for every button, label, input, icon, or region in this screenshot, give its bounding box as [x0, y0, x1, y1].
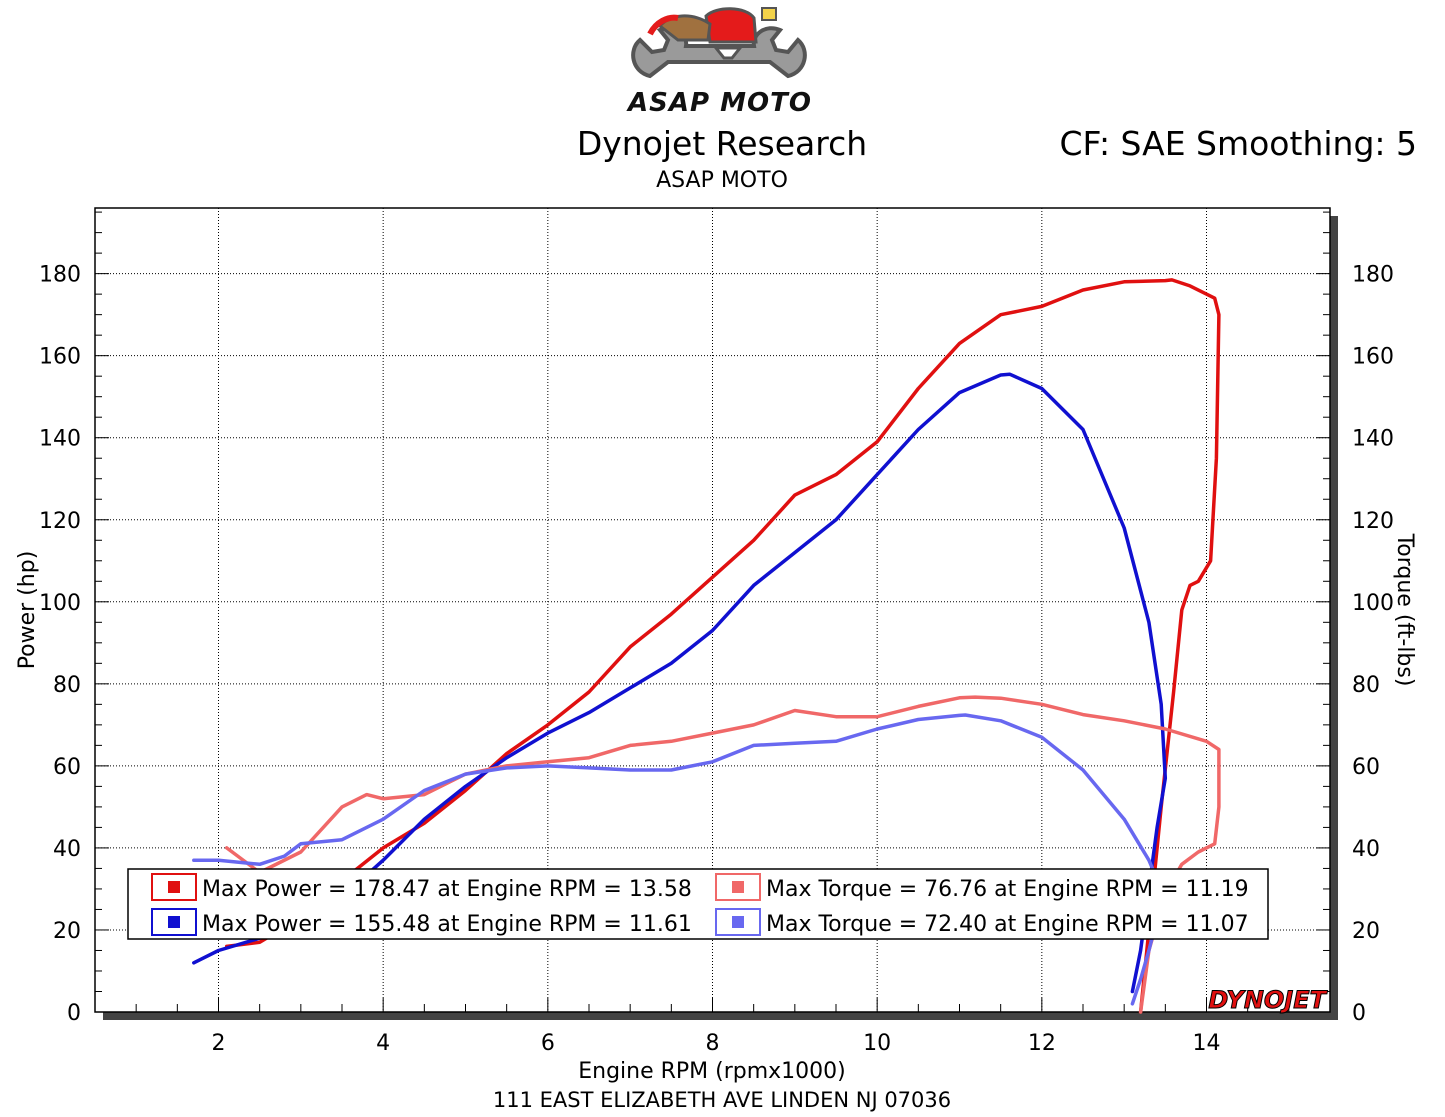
y-tick-label: 0 — [67, 1001, 81, 1026]
footer-address: 111 EAST ELIZABETH AVE LINDEN NJ 07036 — [492, 1088, 952, 1112]
y-axis-label: Power (hp) — [15, 551, 40, 670]
y-tick-label: 120 — [39, 509, 81, 534]
power-run-2-line — [192, 372, 1168, 994]
x-axis-label: Engine RPM (rpmx1000) — [578, 1059, 846, 1084]
y2-tick-label: 160 — [1352, 345, 1394, 370]
legend: Max Power = 178.47 at Engine RPM = 13.58… — [127, 868, 1269, 940]
y-tick-label: 140 — [39, 427, 81, 452]
x-tick-label: 12 — [1028, 1031, 1056, 1056]
legend-box — [127, 868, 1269, 940]
legend-swatch — [732, 916, 744, 928]
y-tick-label: 80 — [53, 673, 81, 698]
y-tick-label: 60 — [53, 755, 81, 780]
y-tick-label: 100 — [39, 591, 81, 616]
legend-label: Max Torque = 76.76 at Engine RPM = 11.19 — [766, 877, 1249, 902]
y2-tick-label: 80 — [1352, 673, 1380, 698]
y2-axis-label: Torque (ft-lbs) — [1392, 533, 1417, 687]
y2-tick-label: 140 — [1352, 427, 1394, 452]
series-layer — [192, 278, 1221, 1014]
legend-label: Max Torque = 72.40 at Engine RPM = 11.07 — [766, 912, 1249, 937]
correction-factor-info: CF: SAE Smoothing: 5 — [1059, 124, 1417, 163]
legend-label: Max Power = 155.48 at Engine RPM = 11.61 — [202, 912, 692, 937]
legend-label: Max Power = 178.47 at Engine RPM = 13.58 — [202, 877, 692, 902]
dynojet-brand: DYNOJET — [1208, 986, 1328, 1015]
torque-run-1-line — [224, 695, 1221, 1014]
y-tick-label: 180 — [39, 263, 81, 288]
power-run-1-line — [224, 278, 1221, 1014]
y2-tick-label: 120 — [1352, 509, 1394, 534]
x-tick-label: 10 — [863, 1031, 891, 1056]
y-tick-label: 160 — [39, 345, 81, 370]
x-tick-label: 2 — [212, 1031, 226, 1056]
legend-swatch — [168, 916, 180, 928]
y2-tick-label: 0 — [1352, 1001, 1366, 1026]
y-tick-label: 40 — [53, 837, 81, 862]
y2-tick-label: 40 — [1352, 837, 1380, 862]
y2-tick-label: 20 — [1352, 919, 1380, 944]
logo: ASAP MOTO — [620, 0, 820, 118]
axes: 2 4 6 8 10 12 14020406080100120140160180020406… — [39, 211, 1394, 1056]
legend-swatch — [732, 881, 744, 893]
legend-swatch — [168, 881, 180, 893]
y2-tick-label: 60 — [1352, 755, 1380, 780]
motorcycle-wrench-icon — [631, 7, 807, 79]
chart-title: Dynojet Research — [576, 124, 868, 163]
y2-tick-label: 180 — [1352, 263, 1394, 288]
logo-text: ASAP MOTO — [628, 88, 812, 118]
x-tick-label: 14 — [1193, 1031, 1221, 1056]
dynojet-brand-text: DYNOJET — [1208, 986, 1327, 1014]
y2-tick-label: 100 — [1352, 591, 1394, 616]
torque-run-2-line — [192, 713, 1163, 1006]
y-tick-label: 20 — [53, 919, 81, 944]
x-tick-label: 8 — [706, 1031, 720, 1056]
x-tick-label: 6 — [541, 1031, 555, 1056]
chart-subtitle: ASAP MOTO — [656, 168, 788, 193]
x-tick-label: 4 — [376, 1031, 390, 1056]
